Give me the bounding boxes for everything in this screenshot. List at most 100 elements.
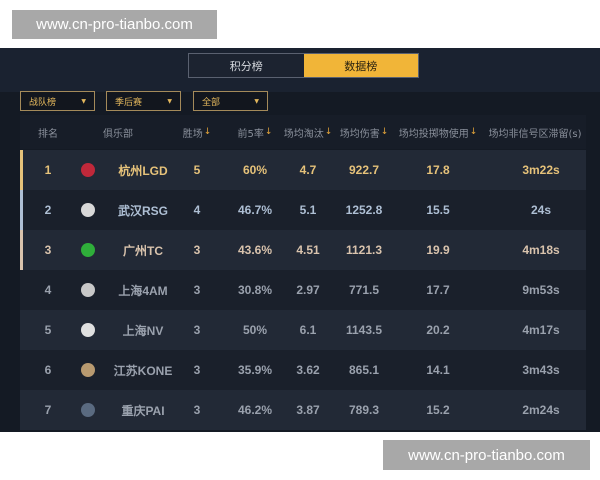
- kone-logo-icon: [80, 350, 96, 390]
- chevron-down-icon: ▼: [81, 97, 86, 105]
- 4am-logo-icon: [80, 270, 96, 310]
- lgd-logo-icon: [80, 150, 96, 190]
- header-throwables[interactable]: 场均投掷物使用 ↓: [398, 127, 478, 140]
- cell-top5: 43.6%: [237, 243, 273, 257]
- cell-rank: 7: [44, 403, 52, 417]
- cell-top5: 50%: [242, 323, 268, 337]
- cell-stay: 9m53s: [522, 283, 560, 297]
- header-club: 俱乐部: [103, 128, 133, 140]
- cell-top5: 46.7%: [237, 203, 273, 217]
- cell-throw: 14.1: [426, 363, 450, 377]
- cell-dmg: 922.7: [348, 163, 380, 177]
- cell-team: 武汉RSG: [117, 203, 168, 218]
- cell-rank: 1: [44, 163, 52, 177]
- cell-wins: 5: [193, 163, 201, 177]
- header-top5[interactable]: 前5率 ↓: [237, 127, 273, 140]
- watermark-top: www.cn-pro-tianbo.com: [12, 10, 217, 39]
- cell-top5: 46.2%: [237, 403, 273, 417]
- table-row[interactable]: 6 江苏KONE 3 35.9% 3.62 865.1 14.1 3m43s: [20, 350, 586, 390]
- tab-stats[interactable]: 数据榜: [303, 54, 418, 77]
- filter-season-dropdown[interactable]: 季后赛 ▼: [106, 91, 181, 111]
- cell-top5: 35.9%: [237, 363, 273, 377]
- cell-dmg: 1143.5: [345, 323, 383, 337]
- rsg-logo-icon: [80, 190, 96, 230]
- cell-throw: 17.7: [426, 283, 450, 297]
- cell-wins: 3: [193, 243, 201, 257]
- cell-elim: 5.1: [299, 203, 317, 217]
- sort-down-icon: ↓: [324, 127, 333, 137]
- nv-logo-icon: [80, 310, 96, 350]
- leaderboard-panel: 积分榜 数据榜 战队榜 ▼ 季后赛 ▼ 全部 ▼ 排名 俱乐部 胜场 ↓ 前5率 ↓ 场均…: [0, 48, 600, 432]
- cell-dmg: 771.5: [348, 283, 380, 297]
- cell-elim: 3.62: [296, 363, 320, 377]
- cell-dmg: 1252.8: [345, 203, 383, 217]
- cell-elim: 2.97: [296, 283, 320, 297]
- rank-highlight-bar: [20, 150, 23, 190]
- cell-rank: 5: [44, 323, 52, 337]
- table-row[interactable]: 1 杭州LGD 5 60% 4.7 922.7 17.8 3m22s: [20, 150, 586, 190]
- header-zone-time[interactable]: 场均非信号区滞留(s): [488, 128, 582, 140]
- cell-stay: 3m43s: [522, 363, 560, 377]
- dropdown-value: 季后赛: [115, 97, 143, 108]
- cell-dmg: 1121.3: [345, 243, 383, 257]
- cell-throw: 19.9: [426, 243, 450, 257]
- cell-wins: 3: [193, 283, 201, 297]
- filter-team-dropdown[interactable]: 战队榜 ▼: [20, 91, 95, 111]
- table-header: 排名 俱乐部 胜场 ↓ 前5率 ↓ 场均淘汰 ↓ 场均伤害 ↓ 场均投掷物使用 ↓ 场均非…: [20, 115, 586, 149]
- filter-scope-dropdown[interactable]: 全部 ▼: [193, 91, 268, 111]
- cell-stay: 3m22s: [522, 163, 560, 177]
- tc-logo-icon: [80, 230, 96, 270]
- cell-throw: 15.2: [426, 403, 450, 417]
- header-elim[interactable]: 场均淘汰 ↓: [283, 127, 333, 140]
- cell-team: 重庆PAI: [121, 403, 165, 418]
- rank-highlight-bar: [20, 230, 23, 270]
- tab-points[interactable]: 积分榜: [189, 54, 304, 77]
- header-rank: 排名: [38, 128, 58, 140]
- table-row[interactable]: 7 重庆PAI 3 46.2% 3.87 789.3 15.2 2m24s: [20, 390, 586, 430]
- cell-wins: 4: [193, 203, 201, 217]
- cell-throw: 20.2: [426, 323, 450, 337]
- watermark-bottom: www.cn-pro-tianbo.com: [383, 440, 590, 470]
- cell-elim: 6.1: [299, 323, 317, 337]
- cell-stay: 4m17s: [522, 323, 560, 337]
- cell-rank: 6: [44, 363, 52, 377]
- cell-elim: 4.7: [299, 163, 317, 177]
- cell-stay: 2m24s: [522, 403, 560, 417]
- chevron-down-icon: ▼: [167, 97, 172, 105]
- cell-team: 广州TC: [123, 243, 163, 258]
- cell-stay: 24s: [530, 203, 552, 217]
- table-row[interactable]: 5 上海NV 3 50% 6.1 1143.5 20.2 4m17s: [20, 310, 586, 350]
- cell-elim: 3.87: [296, 403, 320, 417]
- table-row[interactable]: 4 上海4AM 3 30.8% 2.97 771.5 17.7 9m53s: [20, 270, 586, 310]
- rank-highlight-bar: [20, 190, 23, 230]
- cell-dmg: 865.1: [348, 363, 380, 377]
- cell-elim: 4.51: [296, 243, 320, 257]
- chevron-down-icon: ▼: [254, 97, 259, 105]
- cell-stay: 4m18s: [522, 243, 560, 257]
- cell-wins: 3: [193, 363, 201, 377]
- dropdown-value: 战队榜: [29, 97, 57, 108]
- cell-throw: 15.5: [426, 203, 450, 217]
- table-row[interactable]: 3 广州TC 3 43.6% 4.51 1121.3 19.9 4m18s: [20, 230, 586, 270]
- sort-down-icon: ↓: [203, 127, 212, 137]
- sort-down-icon: ↓: [469, 127, 478, 137]
- pai-logo-icon: [80, 390, 96, 430]
- cell-wins: 3: [193, 403, 201, 417]
- cell-top5: 30.8%: [237, 283, 273, 297]
- cell-team: 江苏KONE: [113, 363, 173, 378]
- header-damage[interactable]: 场均伤害 ↓: [339, 127, 389, 140]
- cell-rank: 2: [44, 203, 52, 217]
- cell-throw: 17.8: [426, 163, 450, 177]
- sort-down-icon: ↓: [264, 127, 273, 137]
- tab-strip: 积分榜 数据榜: [0, 48, 600, 92]
- cell-top5: 60%: [242, 163, 268, 177]
- header-wins[interactable]: 胜场 ↓: [182, 127, 212, 140]
- table-row[interactable]: 2 武汉RSG 4 46.7% 5.1 1252.8 15.5 24s: [20, 190, 586, 230]
- cell-rank: 3: [44, 243, 52, 257]
- cell-dmg: 789.3: [348, 403, 380, 417]
- sort-down-icon: ↓: [380, 127, 389, 137]
- dropdown-value: 全部: [202, 97, 221, 108]
- tab-group: 积分榜 数据榜: [188, 53, 419, 78]
- cell-team: 杭州LGD: [118, 163, 168, 178]
- cell-rank: 4: [44, 283, 52, 297]
